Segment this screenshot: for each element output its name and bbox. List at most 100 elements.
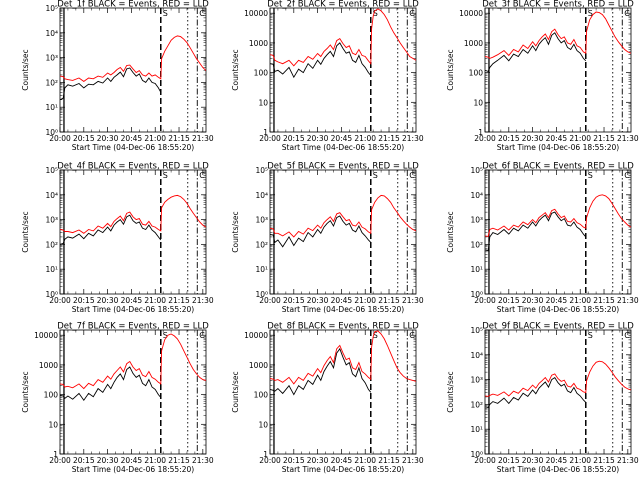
x-tick-label: 20:45 — [331, 456, 353, 465]
series-events-line — [270, 42, 372, 79]
y-tick-label: 10⁵ — [470, 326, 483, 335]
x-tick-label: 20:15 — [283, 134, 305, 143]
y-tick-label: 10² — [255, 240, 268, 249]
x-tick-label: 21:30 — [402, 296, 424, 305]
y-tick-label: 10000 — [244, 331, 268, 340]
y-tick-label: 10⁴ — [255, 191, 268, 200]
y-axis-label: Counts/sec — [21, 211, 30, 252]
marker-label: C — [624, 171, 630, 180]
x-tick-label: 21:00 — [354, 134, 376, 143]
panel-title: Det_1f BLACK = Events, RED = LLD — [57, 0, 209, 10]
y-tick-label: 10000 — [244, 9, 268, 18]
series-lld-line — [60, 194, 206, 234]
y-tick-label: 10 — [473, 98, 483, 107]
x-tick-label: 20:00 — [474, 456, 496, 465]
y-axis-label: Counts/sec — [231, 211, 240, 252]
marker-label: S — [373, 331, 378, 340]
y-tick-label: 100 — [254, 391, 269, 400]
x-tick-label: 20:45 — [546, 296, 568, 305]
x-tick-label: 20:30 — [307, 296, 329, 305]
y-tick-label: 10¹ — [470, 425, 483, 434]
y-tick-label: 1 — [53, 450, 58, 459]
y-tick-label: 10⁴ — [470, 191, 483, 200]
y-axis-label: Counts/sec — [446, 211, 455, 252]
y-tick-label: 100 — [254, 69, 269, 78]
x-axis-label: Start Time (04-Dec-06 18:55:20) — [72, 465, 194, 474]
y-tick-label: 10⁰ — [45, 290, 58, 299]
x-tick-label: 20:15 — [498, 456, 520, 465]
x-tick-label: 20:15 — [498, 134, 520, 143]
x-tick-label: 21:30 — [402, 134, 424, 143]
x-tick-label: 21:30 — [192, 296, 214, 305]
x-tick-label: 21:30 — [617, 134, 639, 143]
y-tick-label: 100 — [44, 391, 59, 400]
panel-det-3: Det_3f BLACK = Events, RED = LLD 1 10 100 10… — [446, 0, 639, 152]
x-tick-label: 21:00 — [569, 456, 591, 465]
plot-frame — [484, 169, 632, 295]
y-tick-label: 10000 — [459, 9, 483, 18]
y-tick-label: 10¹ — [45, 103, 58, 112]
x-tick-label: 20:15 — [498, 296, 520, 305]
y-tick-label: 100 — [469, 69, 484, 78]
marker-label: C — [409, 9, 415, 18]
series-lld-line — [270, 330, 416, 385]
y-tick-label: 10¹ — [255, 265, 268, 274]
x-tick-label: 21:00 — [354, 296, 376, 305]
x-tick-label: 20:45 — [331, 296, 353, 305]
x-tick-label: 20:00 — [259, 296, 281, 305]
marker-label: S — [373, 9, 378, 18]
x-tick-label: 20:30 — [307, 134, 329, 143]
x-tick-label: 20:00 — [474, 134, 496, 143]
marker-label: C — [199, 171, 205, 180]
x-tick-label: 21:30 — [617, 296, 639, 305]
series-events-line — [485, 32, 587, 72]
y-tick-label: 10² — [45, 240, 58, 249]
y-tick-label: 1000 — [39, 361, 58, 370]
panel-title: Det_3f BLACK = Events, RED = LLD — [482, 0, 634, 10]
series-lld-line — [60, 333, 206, 390]
x-tick-label: 20:45 — [121, 134, 143, 143]
y-tick-label: 10⁰ — [255, 290, 268, 299]
y-tick-label: 1 — [263, 450, 268, 459]
marker-label: S — [588, 331, 593, 340]
plot-frame — [484, 329, 632, 455]
x-tick-label: 21:00 — [144, 134, 166, 143]
y-tick-label: 10 — [258, 420, 268, 429]
plot-frame — [269, 169, 417, 295]
marker-label: C — [624, 331, 630, 340]
series-events-line — [60, 366, 162, 401]
panel-title: Det_6f BLACK = Events, RED = LLD — [482, 162, 634, 172]
x-tick-label: 21:15 — [378, 296, 400, 305]
x-tick-label: 20:30 — [97, 296, 119, 305]
x-tick-label: 20:45 — [546, 456, 568, 465]
plot-frame — [59, 329, 207, 455]
x-tick-label: 20:45 — [121, 296, 143, 305]
y-tick-label: 10⁵ — [45, 166, 58, 175]
marker-label: S — [163, 171, 168, 180]
x-axis-label: Start Time (04-Dec-06 18:55:20) — [282, 465, 404, 474]
y-tick-label: 10 — [258, 98, 268, 107]
x-tick-label: 21:15 — [168, 134, 190, 143]
x-tick-label: 20:15 — [73, 134, 95, 143]
y-axis-label: Counts/sec — [446, 371, 455, 412]
x-tick-label: 20:00 — [474, 296, 496, 305]
panel-det-9: Det_9f BLACK = Events, RED = LLD 10⁰ 10¹ 10… — [446, 322, 639, 475]
x-tick-label: 20:00 — [49, 456, 71, 465]
x-tick-label: 21:30 — [402, 456, 424, 465]
x-tick-label: 21:00 — [144, 296, 166, 305]
x-tick-label: 21:00 — [144, 456, 166, 465]
marker-label: S — [163, 9, 168, 18]
series-events-line — [485, 211, 587, 252]
y-axis-label: Counts/sec — [446, 49, 455, 90]
x-axis-label: Start Time (04-Dec-06 18:55:20) — [282, 305, 404, 314]
series-lld-line — [60, 35, 206, 82]
panel-det-2: Det_2f BLACK = Events, RED = LLD 1 10 100 10… — [231, 0, 424, 152]
x-tick-label: 21:00 — [354, 456, 376, 465]
x-tick-label: 21:15 — [593, 456, 615, 465]
x-tick-label: 20:15 — [73, 296, 95, 305]
panel-title: Det_7f BLACK = Events, RED = LLD — [57, 322, 209, 332]
y-tick-label: 10² — [470, 400, 483, 409]
series-lld-line — [485, 194, 631, 237]
x-tick-label: 21:15 — [378, 134, 400, 143]
